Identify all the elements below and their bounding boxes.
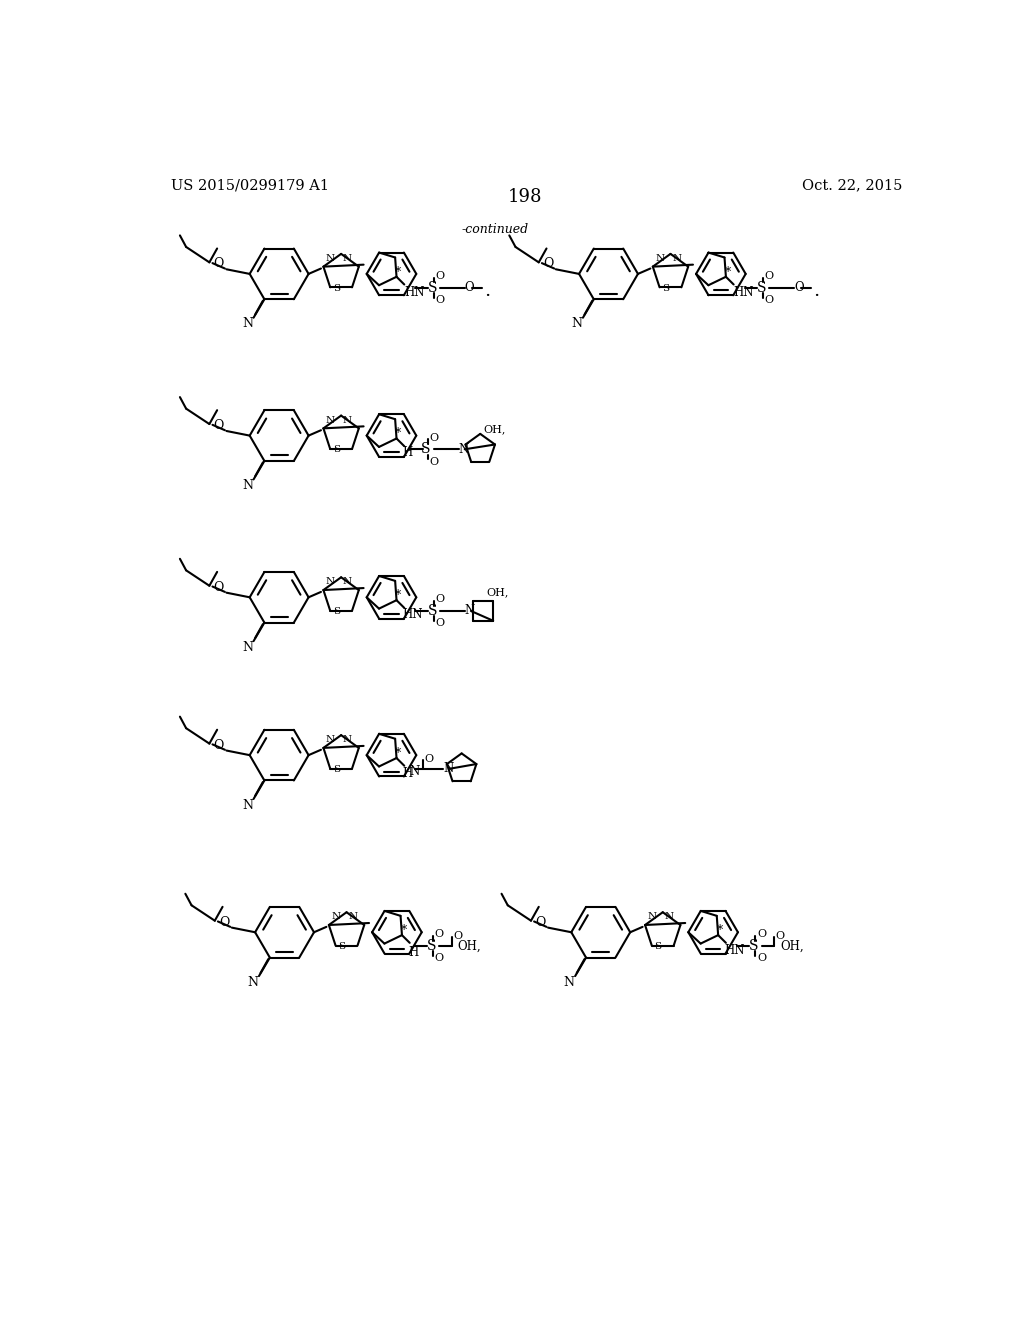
Text: O: O (213, 257, 224, 271)
Text: OH,: OH, (780, 940, 804, 953)
Text: O: O (453, 931, 462, 941)
Text: O: O (765, 271, 774, 281)
Text: N: N (672, 253, 681, 263)
Text: N: N (665, 912, 674, 921)
Text: N: N (331, 912, 340, 921)
Text: HN: HN (724, 944, 744, 957)
Text: *: * (395, 428, 401, 441)
Text: S: S (333, 764, 340, 774)
Text: O: O (213, 739, 224, 751)
Text: N: N (459, 442, 469, 455)
Text: OH,: OH, (458, 940, 481, 953)
Text: OH,: OH, (486, 587, 509, 598)
Text: O: O (465, 281, 474, 294)
Text: .: . (813, 281, 820, 300)
Text: *: * (395, 265, 401, 279)
Text: O: O (435, 618, 444, 628)
Text: S: S (333, 607, 340, 616)
Text: *: * (395, 747, 401, 760)
Text: US 2015/0299179 A1: US 2015/0299179 A1 (171, 178, 329, 193)
Text: S: S (421, 442, 431, 457)
Text: *: * (395, 589, 401, 602)
Text: S: S (338, 942, 345, 950)
Text: H: H (402, 767, 413, 780)
Text: O: O (435, 271, 444, 281)
Text: N: N (326, 416, 335, 425)
Text: O: O (435, 594, 444, 605)
Text: S: S (333, 284, 340, 293)
Text: -continued: -continued (461, 223, 528, 236)
Text: S: S (663, 284, 670, 293)
Text: *: * (400, 924, 407, 937)
Text: O: O (757, 929, 766, 940)
Text: N: N (647, 912, 656, 921)
Text: S: S (428, 605, 437, 618)
Text: N: N (326, 253, 335, 263)
Text: 198: 198 (508, 187, 542, 206)
Text: N: N (563, 975, 574, 989)
Text: O: O (757, 953, 766, 964)
Text: OH,: OH, (483, 424, 506, 434)
Text: N: N (465, 605, 475, 618)
Text: N: N (348, 912, 357, 921)
Text: O: O (213, 418, 224, 432)
Text: N: N (326, 735, 335, 744)
Text: N: N (343, 577, 352, 586)
Text: S: S (750, 939, 759, 953)
Text: N: N (571, 317, 583, 330)
Text: S: S (427, 939, 436, 953)
Text: O: O (434, 953, 443, 964)
Text: N: N (242, 479, 253, 492)
Text: O: O (543, 257, 553, 271)
Text: Oct. 22, 2015: Oct. 22, 2015 (802, 178, 902, 193)
Text: H: H (402, 446, 413, 459)
Text: N: N (343, 253, 352, 263)
Text: N: N (343, 735, 352, 744)
Text: *: * (724, 265, 730, 279)
Text: O: O (429, 457, 438, 466)
Text: N: N (343, 416, 352, 425)
Text: S: S (428, 281, 437, 294)
Text: N: N (242, 317, 253, 330)
Text: HN: HN (733, 285, 754, 298)
Text: .: . (484, 281, 490, 300)
Text: O: O (435, 294, 444, 305)
Text: N: N (326, 577, 335, 586)
Text: S: S (757, 281, 766, 294)
Text: N: N (247, 975, 258, 989)
Text: O: O (213, 581, 224, 594)
Text: S: S (333, 445, 340, 454)
Text: N: N (655, 253, 665, 263)
Text: O: O (775, 931, 784, 941)
Text: *: * (717, 924, 723, 937)
Text: S: S (654, 942, 662, 950)
Text: HN: HN (402, 607, 423, 620)
Text: O: O (219, 916, 229, 929)
Text: H: H (409, 945, 419, 958)
Text: N: N (409, 766, 419, 779)
Text: N: N (443, 763, 454, 775)
Text: O: O (536, 916, 546, 929)
Text: HN: HN (404, 285, 425, 298)
Text: O: O (765, 294, 774, 305)
Text: N: N (242, 799, 253, 812)
Text: O: O (794, 281, 804, 294)
Text: N: N (242, 640, 253, 653)
Text: O: O (434, 929, 443, 940)
Text: O: O (429, 433, 438, 442)
Text: O: O (424, 754, 433, 764)
